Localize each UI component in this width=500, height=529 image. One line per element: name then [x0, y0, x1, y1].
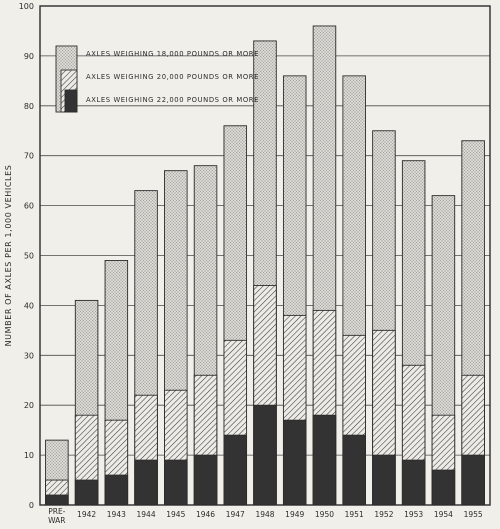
- y-tick-label: 80: [24, 102, 34, 111]
- bar-22000-0: [45, 494, 69, 506]
- x-tick-label: 1955: [464, 510, 483, 519]
- y-tick-labels: 0 10 20 30 40 50 60 70 80 90 100: [19, 2, 34, 510]
- bar-22000-4: [164, 459, 188, 506]
- plot-frame: [39, 5, 491, 506]
- bar-22000-12: [401, 459, 426, 506]
- x-tick-label: 1943: [107, 510, 126, 519]
- y-tick-label: 100: [19, 2, 34, 11]
- x-tick-label: 1949: [285, 510, 304, 519]
- y-tick-label: 90: [24, 52, 34, 61]
- x-tick-label: 1954: [434, 510, 453, 519]
- x-tick-label: 1952: [374, 510, 393, 519]
- x-tick-label: 1945: [166, 510, 185, 519]
- bar-22000-1: [74, 479, 99, 506]
- bar-22000-8: [282, 419, 307, 506]
- legend-label-22000: AXLES WEIGHING 22,000 POUNDS OR MORE: [86, 96, 259, 104]
- y-tick-label: 30: [24, 351, 34, 360]
- y-tick-label: 50: [24, 252, 34, 261]
- x-tick-label: 1948: [255, 510, 274, 519]
- y-tick-label: 10: [24, 451, 34, 460]
- x-tick-labels: PRE-WAR 1942 1943 1944 1945 1946 1947 1948 1949 1…: [48, 507, 483, 525]
- legend-swatch-22000: [64, 89, 78, 113]
- y-tick-label: 20: [24, 401, 34, 410]
- bar-22000-13: [431, 469, 456, 506]
- x-tick-label: 1942: [77, 510, 96, 519]
- bar-22000-10: [342, 434, 366, 506]
- y-tick-label: 0: [29, 501, 34, 510]
- x-tick-label: 1950: [315, 510, 334, 519]
- x-tick-label: 1953: [404, 510, 423, 519]
- legend-label-20000: AXLES WEIGHING 20,000 POUNDS OR MORE: [86, 73, 259, 81]
- x-tick-label: 1946: [196, 510, 215, 519]
- y-tick-label: 40: [24, 301, 34, 310]
- y-axis-label: NUMBER OF AXLES PER 1,000 VEHICLES: [4, 165, 13, 347]
- y-tick-label: 60: [24, 202, 34, 211]
- x-tick-label: 1944: [137, 510, 156, 519]
- x-tick-label: WAR: [48, 516, 65, 525]
- legend: AXLES WEIGHING 18,000 POUNDS OR MORE AXL…: [55, 45, 259, 113]
- bar-22000-7: [253, 404, 277, 506]
- bar-22000-6: [223, 434, 248, 506]
- bars: [45, 25, 485, 506]
- bar-22000-2: [104, 474, 129, 506]
- bar-22000-9: [312, 414, 337, 506]
- bar-22000-11: [372, 454, 396, 506]
- bar-22000-3: [134, 459, 158, 506]
- x-tick-label: 1947: [226, 510, 245, 519]
- y-tick-label: 70: [24, 152, 34, 161]
- legend-label-18000: AXLES WEIGHING 18,000 POUNDS OR MORE: [86, 50, 259, 58]
- bar-22000-5: [193, 454, 218, 506]
- x-tick-label: 1951: [345, 510, 364, 519]
- x-tick-label: PRE-: [48, 507, 65, 516]
- bar-22000-14: [461, 454, 485, 506]
